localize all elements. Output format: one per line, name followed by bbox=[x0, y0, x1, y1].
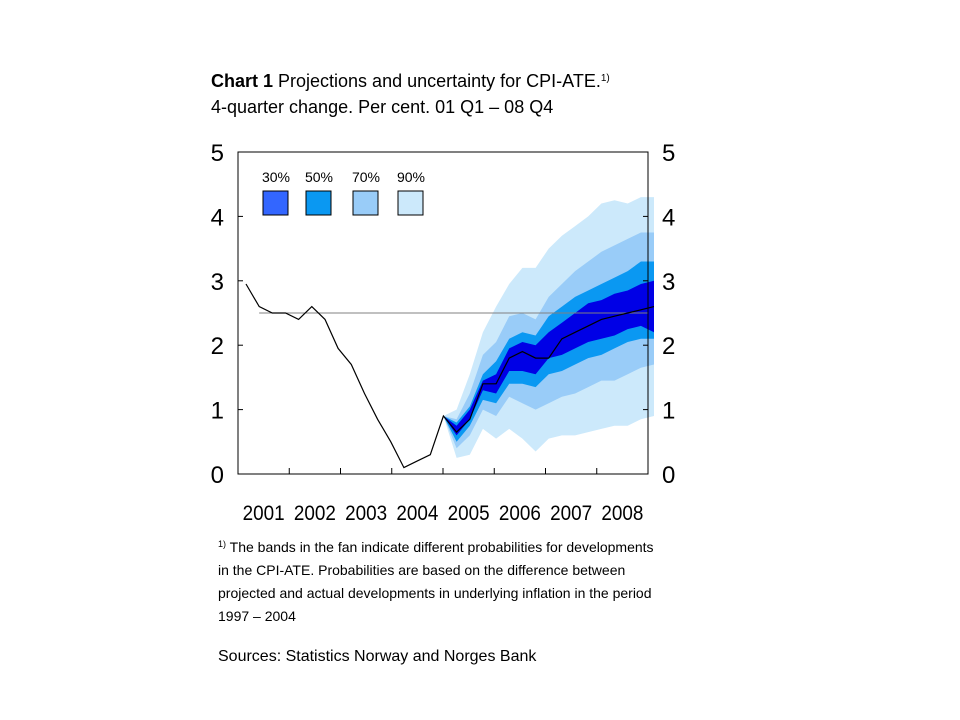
y-right-tick-label: 4 bbox=[662, 204, 675, 231]
x-tick-label: 2008 bbox=[601, 502, 643, 525]
legend-label: 70% bbox=[352, 169, 380, 185]
legend: 30% 50% 70% 90% bbox=[262, 169, 425, 216]
chart-subtitle: 4-quarter change. Per cent. 01 Q1 – 08 Q… bbox=[211, 97, 554, 117]
x-tick-label: 2006 bbox=[499, 502, 541, 525]
legend-swatch bbox=[262, 190, 289, 216]
y-left-tick-label: 0 bbox=[211, 462, 224, 489]
chart-title-text: Projections and uncertainty for CPI-ATE. bbox=[273, 71, 601, 91]
y-left-tick-label: 1 bbox=[211, 398, 224, 425]
y-left-tick-label: 4 bbox=[211, 204, 224, 231]
legend-label: 90% bbox=[397, 169, 425, 185]
chart-title: Chart 1 Projections and uncertainty for … bbox=[211, 68, 610, 94]
fan-bands bbox=[443, 197, 654, 458]
legend-swatch bbox=[397, 190, 424, 216]
legend-swatch bbox=[352, 190, 379, 216]
legend-swatch bbox=[305, 190, 332, 216]
x-tick-label: 2003 bbox=[345, 502, 387, 525]
y-right-tick-label: 3 bbox=[662, 269, 675, 296]
x-tick-label: 2004 bbox=[396, 502, 438, 525]
legend-label: 50% bbox=[305, 169, 333, 185]
x-tick-label: 2007 bbox=[550, 502, 592, 525]
footnote-text: The bands in the fan indicate different … bbox=[218, 539, 654, 624]
y-axis-left: 0 1 2 3 4 5 bbox=[211, 140, 243, 489]
footnote-marker: 1) bbox=[218, 539, 227, 549]
x-axis: 2001 2002 2003 2004 2005 2006 2007 2008 bbox=[243, 468, 643, 525]
x-tick-label: 2002 bbox=[294, 502, 336, 525]
chart-label: Chart 1 bbox=[211, 71, 274, 91]
footnote: 1) The bands in the fan indicate differe… bbox=[218, 536, 658, 628]
y-right-tick-label: 2 bbox=[662, 333, 675, 360]
title-footnote-marker: 1) bbox=[600, 73, 610, 84]
y-left-tick-label: 3 bbox=[211, 269, 224, 296]
x-tick-label: 2001 bbox=[243, 502, 285, 525]
y-right-tick-label: 0 bbox=[662, 462, 675, 489]
cpi-ate-line bbox=[245, 283, 655, 469]
sources-note: Sources: Statistics Norway and Norges Ba… bbox=[218, 648, 537, 665]
y-left-tick-label: 2 bbox=[211, 333, 224, 360]
chart-title-block: Chart 1 Projections and uncertainty for … bbox=[211, 68, 610, 120]
y-axis-right: 0 1 2 3 4 5 bbox=[643, 140, 675, 489]
y-right-tick-label: 5 bbox=[662, 140, 675, 167]
x-tick-label: 2005 bbox=[448, 502, 490, 525]
y-right-tick-label: 1 bbox=[662, 398, 675, 425]
legend-label: 30% bbox=[262, 169, 290, 185]
y-left-tick-label: 5 bbox=[211, 140, 224, 167]
